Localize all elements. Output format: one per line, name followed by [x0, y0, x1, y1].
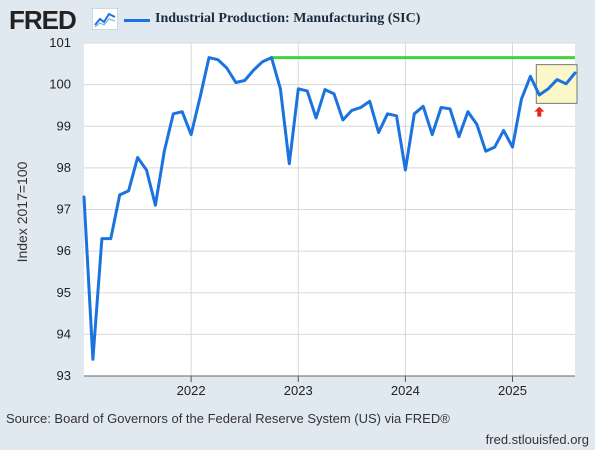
fred-logo: FRED — [9, 5, 77, 35]
highlight-box — [535, 64, 578, 104]
y-tick-label: 98 — [57, 160, 71, 175]
y-tick-label: 93 — [57, 368, 71, 383]
x-tick-label: 2023 — [284, 383, 313, 398]
y-tick-label: 96 — [57, 243, 71, 258]
chart-header: FRED Industrial Production: Manufacturin… — [0, 0, 595, 40]
series-line — [82, 56, 577, 361]
fred-url-link[interactable]: fred.stlouisfed.org — [485, 432, 589, 447]
y-tick-label: 99 — [57, 118, 71, 133]
y-axis-label: Index 2017=100 — [14, 161, 30, 263]
y-tick-label: 97 — [57, 202, 71, 217]
legend-series-label: Industrial Production: Manufacturing (SI… — [155, 11, 421, 26]
source-note: Source: Board of Governors of the Federa… — [6, 411, 450, 426]
y-tick-label: 94 — [57, 326, 71, 341]
x-tick-label: 2024 — [391, 383, 420, 398]
fred-logo-chart-icon — [92, 8, 118, 30]
y-tick-label: 101 — [49, 35, 71, 50]
red-arrow-icon — [534, 106, 545, 117]
legend-series-swatch — [124, 19, 150, 22]
x-tick-label: 2022 — [177, 383, 206, 398]
y-tick-label: 100 — [49, 77, 71, 92]
y-tick-label: 95 — [57, 285, 71, 300]
x-tick-label: 2025 — [498, 383, 527, 398]
